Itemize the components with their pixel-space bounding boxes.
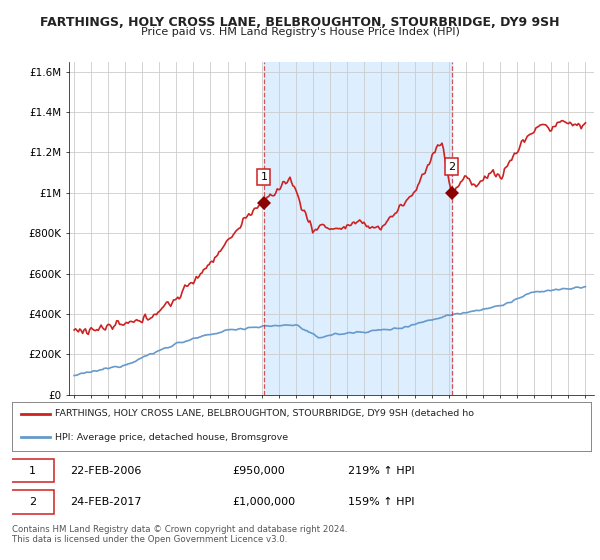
Text: £950,000: £950,000	[232, 465, 285, 475]
Text: FARTHINGS, HOLY CROSS LANE, BELBROUGHTON, STOURBRIDGE, DY9 9SH (detached ho: FARTHINGS, HOLY CROSS LANE, BELBROUGHTON…	[55, 409, 475, 418]
Text: Price paid vs. HM Land Registry's House Price Index (HPI): Price paid vs. HM Land Registry's House …	[140, 27, 460, 37]
Text: £1,000,000: £1,000,000	[232, 497, 295, 507]
FancyBboxPatch shape	[11, 459, 54, 483]
Text: 22-FEB-2006: 22-FEB-2006	[70, 465, 141, 475]
Text: 2: 2	[448, 162, 455, 171]
FancyBboxPatch shape	[11, 491, 54, 514]
Text: FARTHINGS, HOLY CROSS LANE, BELBROUGHTON, STOURBRIDGE, DY9 9SH: FARTHINGS, HOLY CROSS LANE, BELBROUGHTON…	[40, 16, 560, 29]
Text: 2: 2	[29, 497, 36, 507]
Text: 24-FEB-2017: 24-FEB-2017	[70, 497, 142, 507]
Text: 159% ↑ HPI: 159% ↑ HPI	[348, 497, 415, 507]
Text: 219% ↑ HPI: 219% ↑ HPI	[348, 465, 415, 475]
Text: 1: 1	[29, 465, 36, 475]
Text: This data is licensed under the Open Government Licence v3.0.: This data is licensed under the Open Gov…	[12, 535, 287, 544]
Text: 1: 1	[260, 172, 268, 181]
Text: Contains HM Land Registry data © Crown copyright and database right 2024.: Contains HM Land Registry data © Crown c…	[12, 525, 347, 534]
Text: HPI: Average price, detached house, Bromsgrove: HPI: Average price, detached house, Brom…	[55, 432, 289, 441]
Bar	[264, 62, 452, 395]
